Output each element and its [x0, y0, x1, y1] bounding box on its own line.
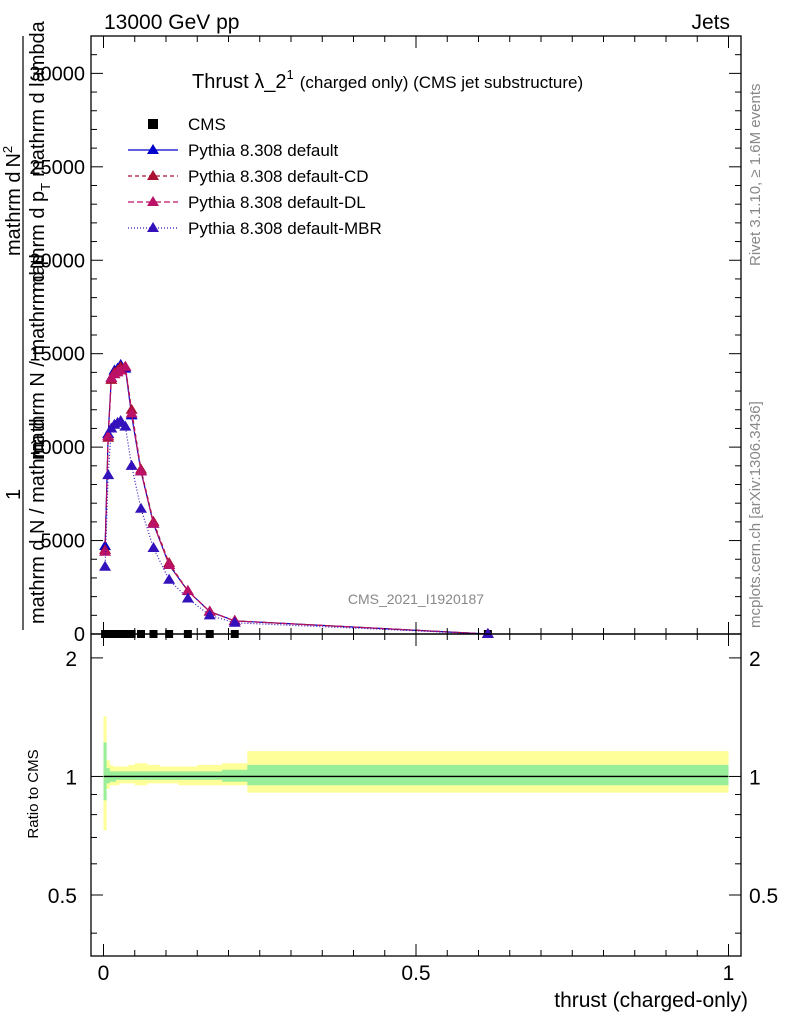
legend-label: Pythia 8.308 default-MBR [188, 219, 382, 238]
ylabel-dN: mathrm dN2 [0, 146, 25, 256]
ylabel-dpt-dlambda: mathrm d pTmathrm d lambda [27, 20, 53, 292]
analysis-watermark: CMS_2021_I1920187 [348, 591, 484, 607]
ratio-xlabel: thrust (charged-only) [554, 989, 748, 1012]
main-ytick-label: 15000 [29, 344, 85, 366]
legend-item-pythia-8-308-default: Pythia 8.308 default [128, 141, 339, 160]
legend-marker [147, 222, 159, 232]
point-pythia-8-308-default-dl [125, 407, 138, 418]
point-pythia-8-308-default-dl [181, 585, 194, 596]
main-ytick-label: 0 [74, 624, 85, 646]
mcplots-label: mcplots.cern.ch [arXiv:1306.3436] [747, 401, 764, 628]
point-pythia-8-308-default-mbr [119, 420, 132, 431]
point-pythia-8-308-default-mbr [125, 459, 138, 470]
title-sup: 1 [286, 67, 293, 82]
ratio-ytick-label: 1 [65, 766, 77, 789]
ratio-ytick-label-right: 1 [749, 766, 761, 789]
legend-label: Pythia 8.308 default-CD [188, 167, 369, 186]
legend-item-pythia-8-308-default-mbr: Pythia 8.308 default-MBR [128, 219, 382, 238]
ratio-ytick-label: 0.5 [48, 885, 77, 908]
legend-label: CMS [188, 115, 226, 134]
ratio-frame [90, 633, 742, 957]
header-jets: Jets [691, 11, 730, 34]
main-axes: 0 5000 10000 15000 20000 25000 30000 [29, 35, 742, 646]
point-pythia-8-308-default-dl [119, 360, 132, 371]
legend-label: Pythia 8.308 default-DL [188, 193, 366, 212]
point-pythia-8-308-default-mbr [102, 469, 115, 480]
point-pythia-8-308-default-mbr [147, 542, 160, 553]
point-pythia-8-308-default-dl [135, 465, 147, 476]
series-line-pythia-8-308-default-mbr [104, 420, 488, 635]
point-pythia-8-308-default-dl [163, 558, 176, 569]
legend-label: Pythia 8.308 default [188, 141, 339, 160]
main-ytick-label: 5000 [41, 531, 86, 553]
header-energy: 13000 GeV pp [104, 11, 239, 34]
point-pythia-8-308-default-mbr [181, 592, 194, 603]
legend-marker [148, 119, 158, 129]
legend-item-pythia-8-308-default-cd: Pythia 8.308 default-CD [128, 167, 369, 186]
main-ytick-label: 20000 [29, 250, 85, 272]
legend-marker [147, 144, 159, 154]
ratio-axes: 0.5 0.5 1 1 2 2 0 0.5 1 [48, 633, 778, 985]
legend-item-cms: CMS [148, 115, 226, 134]
ratio-ytick-label-right: 2 [749, 648, 761, 671]
point-pythia-8-308-default-mbr [135, 502, 147, 513]
legend-item-pythia-8-308-default-dl: Pythia 8.308 default-DL [128, 193, 366, 212]
plot-title: Thrust λ_21 (charged only) (CMS jet subst… [192, 67, 583, 93]
main-ylabel: 1 mathrm dN2 mathrm d pTmathrm d lambda … [0, 20, 53, 630]
ratio-xtick-label: 0.5 [401, 962, 430, 985]
ratio-ytick-label: 2 [65, 648, 77, 671]
point-pythia-8-308-default-mbr [163, 573, 176, 584]
ylabel-one: 1 [3, 489, 25, 500]
main-series-layer [99, 358, 494, 638]
legend: CMS Pythia 8.308 default Pythia 8.308 defa… [128, 115, 382, 238]
point-pythia-8-308-default-mbr [481, 628, 494, 638]
ratio-ylabel: Ratio to CMS [25, 749, 42, 838]
ratio-xtick-label: 0 [98, 962, 110, 985]
point-pythia-8-308-default-mbr [228, 616, 241, 627]
main-ytick-label: 30000 [29, 63, 85, 85]
point-pythia-8-308-default-mbr [99, 560, 112, 571]
ratio-xtick-label: 1 [723, 962, 735, 985]
main-ytick-label: 10000 [29, 437, 85, 459]
point-pythia-8-308-default-mbr [203, 609, 216, 620]
rivet-label: Rivet 3.1.10, ≥ 1.6M events [747, 84, 764, 267]
ratio-panel [103, 716, 729, 831]
legend-marker [147, 170, 159, 180]
point-pythia-8-308-default-mbr [114, 414, 127, 425]
title-rest: (charged only) (CMS jet substructure) [300, 73, 583, 92]
ylabel-mathrm-N: mathrm N / mathrm d p [27, 254, 49, 460]
legend-marker [147, 196, 159, 206]
title-main: Thrust λ_2 [192, 71, 286, 93]
main-ytick-label: 25000 [29, 157, 85, 179]
ratio-green-band [103, 742, 729, 801]
point-pythia-8-308-default-dl [147, 517, 160, 528]
ratio-ytick-label-right: 0.5 [749, 885, 778, 908]
ylabel-dN-over: mathrm d N / mathrm d [27, 418, 49, 624]
